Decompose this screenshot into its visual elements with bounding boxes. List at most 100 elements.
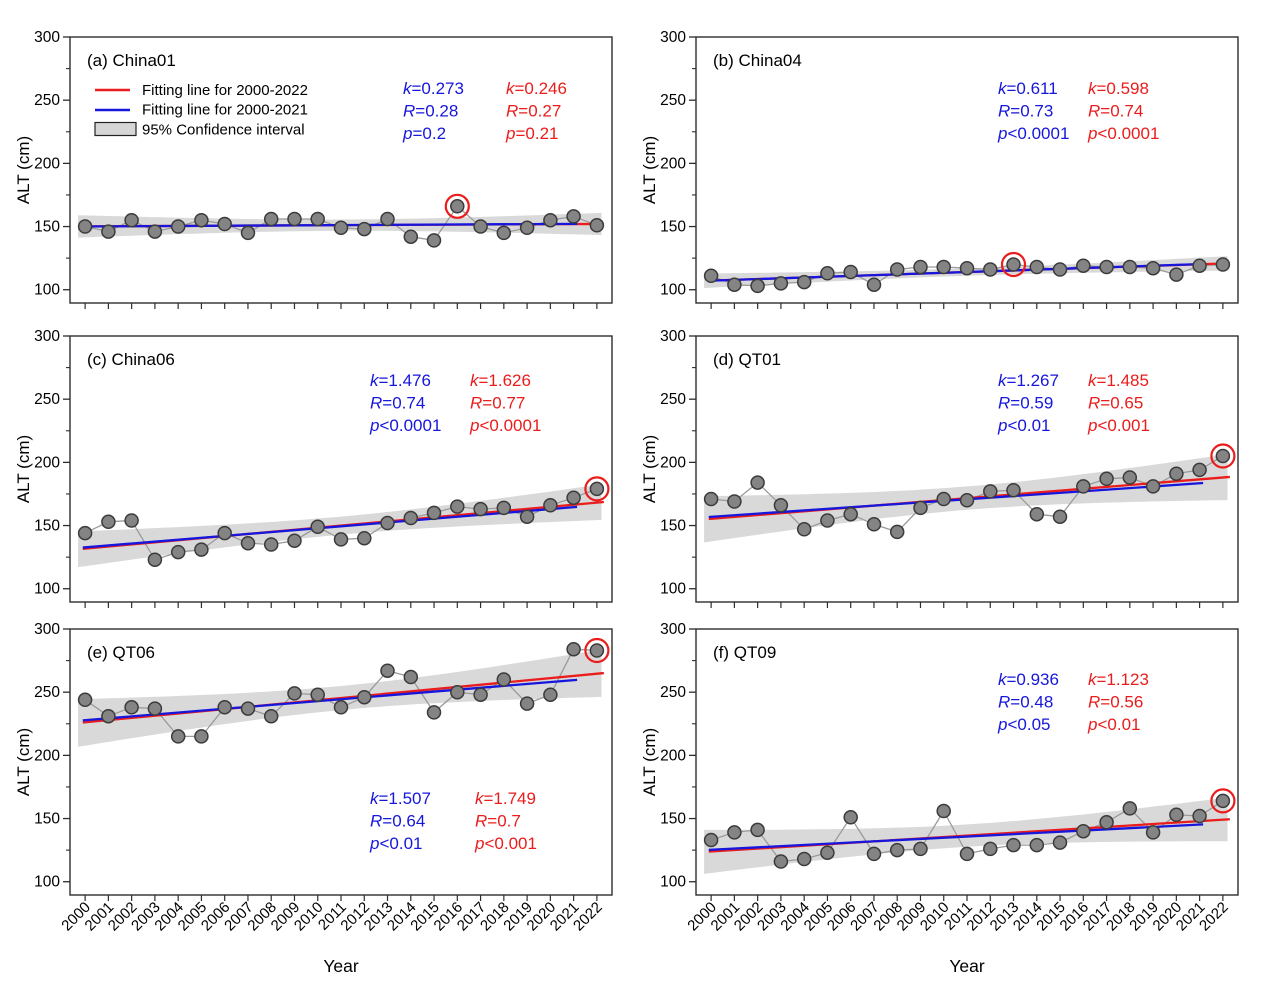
y-tick-label: 300 bbox=[34, 328, 60, 345]
data-point bbox=[450, 499, 465, 514]
stat-line-2000-2021: p<0.05 bbox=[997, 715, 1050, 734]
stat-line-2000-2022: p=0.21 bbox=[505, 124, 558, 143]
data-point bbox=[703, 832, 719, 848]
data-point bbox=[913, 259, 928, 275]
stat-variable-letter: R bbox=[1088, 394, 1100, 413]
data-point bbox=[1006, 257, 1021, 272]
stat-line-2000-2022: p<0.001 bbox=[1087, 416, 1150, 435]
data-point bbox=[1006, 482, 1021, 498]
data-point bbox=[403, 510, 419, 526]
data-point bbox=[866, 277, 882, 292]
stat-value: =0.65 bbox=[1100, 394, 1143, 413]
y-tick-label: 250 bbox=[34, 92, 60, 109]
data-point bbox=[913, 841, 928, 857]
stat-variable-letter: k bbox=[998, 79, 1008, 98]
stat-line-2000-2021: p<0.01 bbox=[369, 834, 422, 853]
legend: Fitting line for 2000-2022 Fitting line f… bbox=[94, 82, 308, 138]
stat-variable-letter: p bbox=[1087, 416, 1097, 435]
data-point bbox=[1169, 466, 1184, 481]
stat-variable-letter: k bbox=[370, 371, 380, 390]
data-point bbox=[796, 522, 812, 537]
stat-line-2000-2021: R=0.59 bbox=[998, 394, 1053, 413]
data-point bbox=[380, 211, 395, 227]
data-point bbox=[217, 216, 232, 232]
fit-line-2000-2021 bbox=[708, 481, 1204, 519]
data-point bbox=[194, 729, 209, 744]
stat-variable-letter: R bbox=[998, 102, 1010, 121]
data-point bbox=[357, 221, 372, 237]
data-point bbox=[820, 845, 835, 860]
stat-line-2000-2022: R=0.7 bbox=[475, 812, 521, 831]
data-point bbox=[263, 211, 279, 227]
y-tick-label: 300 bbox=[660, 29, 686, 46]
stat-value: <0.001 bbox=[484, 834, 536, 853]
stat-variable-letter: R bbox=[1088, 693, 1100, 712]
data-point bbox=[287, 533, 302, 548]
stat-value: <0.01 bbox=[1007, 416, 1050, 435]
stat-value: =0.246 bbox=[515, 79, 567, 98]
stat-value: <0.01 bbox=[379, 834, 422, 853]
data-point bbox=[913, 500, 928, 516]
stat-variable-letter: p bbox=[369, 834, 379, 853]
stat-variable-letter: k bbox=[998, 371, 1008, 390]
data-point bbox=[1169, 807, 1184, 823]
data-point bbox=[1215, 448, 1231, 464]
y-axis-label: ALT (cm) bbox=[14, 728, 33, 796]
stat-value: <0.0001 bbox=[1007, 124, 1069, 143]
data-point bbox=[566, 209, 581, 224]
panel-title: (c) China06 bbox=[87, 350, 175, 369]
stat-value: =0.598 bbox=[1097, 79, 1149, 98]
stat-variable-letter: k bbox=[403, 79, 413, 98]
y-tick-label: 200 bbox=[34, 747, 60, 764]
data-point bbox=[843, 810, 858, 825]
circled-point-marker bbox=[584, 637, 610, 664]
legend-item-label: Fitting line for 2000-2022 bbox=[142, 82, 308, 99]
data-point bbox=[959, 846, 975, 862]
stat-line-2000-2021: k=1.476 bbox=[370, 371, 431, 390]
stat-variable-letter: k bbox=[475, 789, 485, 808]
data-point bbox=[843, 506, 858, 522]
stat-line-2000-2021: R=0.73 bbox=[998, 102, 1053, 121]
fit-line-2000-2021 bbox=[708, 823, 1204, 852]
stat-line-2000-2021: p<0.0001 bbox=[997, 124, 1069, 143]
data-point bbox=[1122, 801, 1138, 816]
y-axis-label: ALT (cm) bbox=[14, 136, 33, 204]
data-point bbox=[866, 846, 882, 862]
stat-line-2000-2021: p<0.0001 bbox=[369, 416, 441, 435]
y-tick-label: 300 bbox=[34, 621, 60, 638]
data-point bbox=[194, 542, 209, 557]
panel-title: (a) China01 bbox=[87, 51, 176, 70]
data-point bbox=[240, 535, 256, 551]
x-axis-label: Year bbox=[323, 956, 359, 976]
data-point bbox=[703, 268, 719, 284]
data-points bbox=[703, 257, 1231, 294]
data-point bbox=[473, 219, 488, 234]
stat-variable-letter: p bbox=[997, 715, 1007, 734]
data-point bbox=[124, 513, 139, 528]
stat-variable-letter: k bbox=[370, 789, 380, 808]
data-point bbox=[170, 544, 186, 560]
y-axis-label: ALT (cm) bbox=[640, 435, 659, 503]
stat-line-2000-2022: R=0.27 bbox=[506, 102, 561, 121]
y-tick-label: 300 bbox=[660, 621, 686, 638]
data-point bbox=[77, 525, 93, 541]
data-point bbox=[796, 851, 812, 867]
fit-line-2000-2021 bbox=[82, 222, 578, 228]
stat-variable-letter: k bbox=[998, 670, 1008, 689]
data-point bbox=[380, 663, 395, 678]
data-point bbox=[1145, 825, 1161, 840]
data-point bbox=[1099, 815, 1114, 830]
stat-variable-letter: k bbox=[506, 79, 516, 98]
stat-value: =0.48 bbox=[1010, 693, 1053, 712]
stat-value: =1.123 bbox=[1097, 670, 1149, 689]
data-point bbox=[287, 211, 302, 227]
stat-variable-letter: R bbox=[470, 394, 482, 413]
y-tick-label: 100 bbox=[660, 282, 686, 299]
panel-title: (b) China04 bbox=[713, 51, 802, 70]
stat-value: =0.936 bbox=[1007, 670, 1059, 689]
data-point bbox=[936, 491, 951, 507]
data-point bbox=[1215, 257, 1231, 272]
stat-value: =1.507 bbox=[379, 789, 431, 808]
y-tick-label: 150 bbox=[34, 219, 60, 236]
